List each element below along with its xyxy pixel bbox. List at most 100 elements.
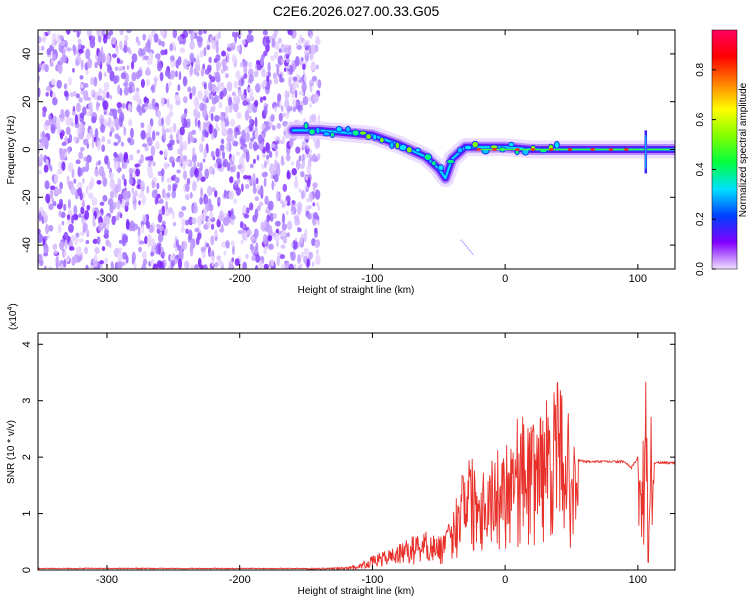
noise-blob — [110, 120, 115, 127]
noise-blob — [42, 136, 48, 145]
trace-blob — [379, 136, 385, 144]
noise-blob — [113, 159, 119, 171]
noise-blob — [190, 167, 195, 177]
noise-blob — [262, 128, 266, 138]
noise-blob — [246, 33, 252, 44]
noise-blob — [156, 260, 163, 269]
noise-blob — [165, 115, 171, 126]
noise-blob — [138, 246, 142, 253]
noise-blob — [120, 72, 126, 80]
noise-blob — [305, 175, 309, 181]
noise-blob — [268, 150, 273, 158]
trace-blob — [351, 129, 360, 137]
noise-blob — [169, 55, 175, 62]
noise-blob — [292, 239, 298, 251]
noise-blob — [125, 201, 130, 207]
noise-blob — [312, 182, 318, 189]
noise-blob — [107, 160, 111, 170]
noise-blob — [113, 75, 118, 85]
noise-blob — [253, 144, 260, 150]
noise-blob — [45, 92, 49, 97]
noise-blob — [307, 213, 313, 220]
noise-blob — [191, 129, 197, 135]
noise-blob — [314, 227, 318, 234]
noise-blob — [58, 35, 64, 40]
noise-blob — [38, 211, 42, 222]
noise-blob — [137, 229, 141, 237]
noise-blob — [272, 212, 278, 220]
noise-blob — [243, 60, 248, 67]
noise-blob — [90, 89, 94, 95]
noise-blob — [314, 139, 321, 150]
noise-blob — [93, 254, 98, 261]
trace-blob — [329, 131, 336, 138]
noise-blob — [83, 83, 89, 88]
noise-blob — [172, 122, 177, 133]
noise-blob — [185, 60, 190, 66]
noise-blob — [116, 199, 121, 210]
noise-blob — [51, 38, 55, 48]
noise-blob — [102, 100, 109, 111]
noise-blob — [258, 260, 263, 269]
noise-blob — [101, 135, 106, 143]
noise-blob — [200, 246, 206, 252]
noise-blob — [63, 251, 67, 257]
noise-blob — [208, 203, 214, 212]
noise-blob — [67, 218, 71, 225]
noise-blob — [38, 170, 42, 175]
noise-blob — [96, 236, 101, 245]
noise-blob — [267, 61, 271, 73]
noise-blob — [68, 246, 75, 251]
noise-blob — [211, 44, 216, 50]
noise-blob — [281, 223, 288, 231]
noise-blob — [48, 266, 53, 269]
noise-blob — [205, 97, 209, 104]
noise-blob — [271, 38, 276, 48]
noise-blob — [129, 220, 135, 232]
noise-blob — [171, 189, 177, 199]
noise-blob — [300, 233, 305, 239]
colorbar-tick-label: 0.8 — [695, 62, 706, 76]
noise-blob — [151, 189, 158, 199]
noise-blob — [249, 88, 254, 99]
noise-blob — [165, 82, 169, 94]
noise-blob — [246, 86, 251, 92]
noise-blob — [86, 154, 92, 163]
noise-blob — [161, 117, 164, 127]
noise-blob — [95, 161, 99, 167]
snr-y-tick-label: 4 — [21, 341, 33, 347]
noise-blob — [263, 105, 268, 116]
noise-blob — [88, 181, 93, 191]
noise-blob — [78, 122, 85, 134]
noise-blob — [262, 30, 268, 36]
noise-blob — [310, 44, 316, 55]
noise-blob — [83, 246, 89, 255]
colorbar-ticks: 0.0 0.2 0.4 0.6 0.8 — [695, 62, 716, 276]
noise-blob — [300, 189, 305, 200]
noise-blob — [107, 139, 111, 145]
noise-blob — [315, 35, 320, 46]
noise-blob — [282, 213, 286, 224]
noise-blob — [280, 244, 286, 249]
noise-blob — [172, 30, 178, 39]
noise-blob — [309, 149, 312, 154]
noise-blob — [176, 169, 181, 174]
noise-blob — [158, 198, 164, 204]
noise-blob — [78, 48, 84, 54]
noise-blob — [92, 215, 96, 226]
trace-blob — [308, 128, 316, 136]
noise-blob — [148, 224, 154, 234]
noise-blob — [72, 90, 77, 97]
noise-blob — [80, 206, 85, 215]
noise-blob — [185, 159, 190, 165]
noise-blob — [302, 162, 305, 167]
noise-blob — [153, 33, 159, 43]
noise-blob — [240, 93, 246, 101]
trace-blob — [437, 164, 445, 172]
noise-blob — [166, 192, 171, 198]
noise-blob — [126, 158, 130, 164]
noise-blob — [215, 43, 219, 55]
noise-blob — [167, 184, 172, 192]
noise-blob — [196, 161, 200, 168]
noise-blob — [270, 55, 275, 61]
